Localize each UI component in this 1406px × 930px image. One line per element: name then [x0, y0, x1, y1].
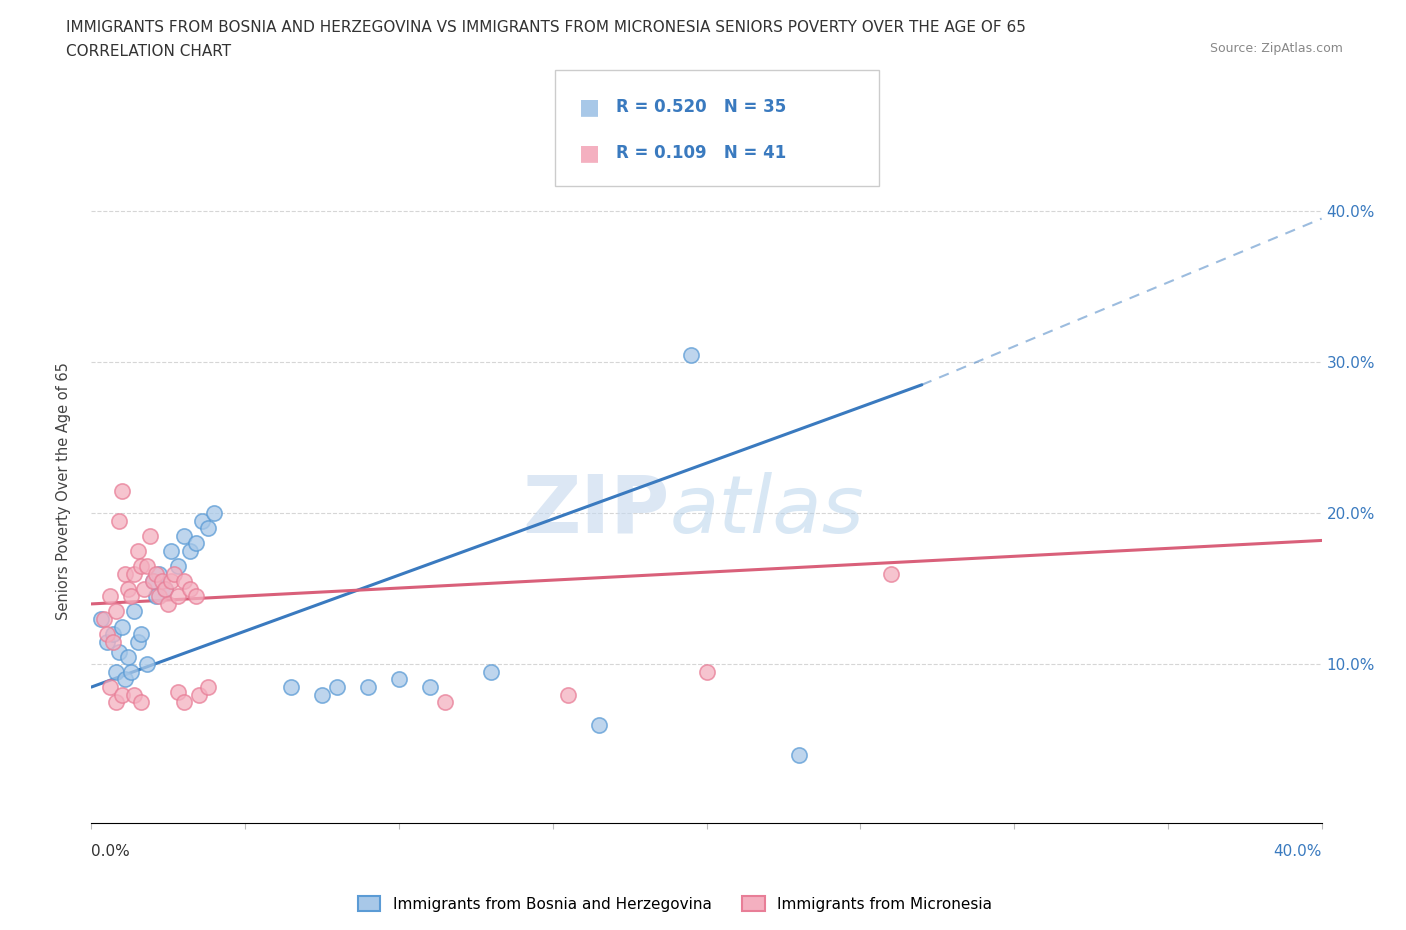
Point [98, 589, 121, 604]
Point [357, 680, 380, 695]
Point [787, 748, 810, 763]
Point [280, 680, 302, 695]
Point [105, 665, 127, 680]
Point [111, 484, 134, 498]
Point [127, 634, 149, 649]
Point [108, 513, 131, 528]
Point [117, 649, 139, 664]
Legend: Immigrants from Bosnia and Herzegovina, Immigrants from Micronesia: Immigrants from Bosnia and Herzegovina, … [352, 889, 998, 918]
Point [166, 684, 188, 699]
Point [96, 634, 118, 649]
Point [166, 589, 188, 604]
Point [434, 695, 457, 710]
Point [160, 543, 183, 558]
Point [120, 665, 142, 680]
Point [157, 596, 180, 611]
Point [173, 574, 195, 589]
Point [124, 687, 146, 702]
Point [101, 627, 124, 642]
Point [96, 627, 118, 642]
Point [479, 665, 502, 680]
Point [135, 559, 157, 574]
Point [101, 634, 124, 649]
Point [142, 574, 165, 589]
Text: atlas: atlas [669, 472, 865, 550]
Point [145, 566, 167, 581]
Point [132, 581, 155, 596]
Point [179, 543, 201, 558]
Point [124, 604, 146, 619]
Point [114, 672, 136, 687]
Point [388, 672, 411, 687]
Text: R = 0.109   N = 41: R = 0.109 N = 41 [616, 144, 786, 163]
Point [160, 574, 183, 589]
Point [145, 589, 167, 604]
Point [153, 581, 177, 596]
Point [105, 695, 127, 710]
Text: ■: ■ [579, 143, 600, 164]
Point [173, 528, 195, 543]
Point [93, 612, 115, 627]
Point [129, 695, 152, 710]
Point [129, 559, 152, 574]
Point [150, 574, 173, 589]
Point [311, 687, 333, 702]
Point [184, 536, 207, 551]
Point [111, 687, 134, 702]
Point [105, 604, 127, 619]
Point [148, 566, 170, 581]
Point [117, 581, 139, 596]
Text: 0.0%: 0.0% [91, 844, 131, 859]
Text: Source: ZipAtlas.com: Source: ZipAtlas.com [1209, 42, 1343, 55]
Y-axis label: Seniors Poverty Over the Age of 65: Seniors Poverty Over the Age of 65 [56, 362, 70, 619]
Text: ZIP: ZIP [523, 472, 669, 550]
Point [681, 347, 703, 362]
Point [108, 644, 131, 659]
Point [148, 589, 170, 604]
Text: 40.0%: 40.0% [1274, 844, 1322, 859]
Text: R = 0.520   N = 35: R = 0.520 N = 35 [616, 98, 786, 116]
Point [557, 687, 579, 702]
Point [111, 619, 134, 634]
Point [191, 513, 214, 528]
Point [127, 543, 149, 558]
Point [197, 521, 219, 536]
Point [202, 506, 225, 521]
Text: CORRELATION CHART: CORRELATION CHART [66, 44, 231, 59]
Point [173, 695, 195, 710]
Point [188, 687, 211, 702]
Point [179, 581, 201, 596]
Point [135, 657, 157, 671]
Text: ■: ■ [579, 97, 600, 117]
Text: IMMIGRANTS FROM BOSNIA AND HERZEGOVINA VS IMMIGRANTS FROM MICRONESIA SENIORS POV: IMMIGRANTS FROM BOSNIA AND HERZEGOVINA V… [66, 20, 1026, 35]
Point [114, 566, 136, 581]
Point [197, 680, 219, 695]
Point [98, 680, 121, 695]
Point [326, 680, 349, 695]
Point [139, 528, 162, 543]
Point [124, 566, 146, 581]
Point [184, 589, 207, 604]
Point [419, 680, 441, 695]
Point [129, 627, 152, 642]
Point [90, 612, 112, 627]
Point [588, 717, 610, 732]
Point [142, 574, 165, 589]
Point [163, 566, 186, 581]
Point [880, 566, 903, 581]
Point [120, 589, 142, 604]
Point [166, 559, 188, 574]
Point [153, 581, 177, 596]
Point [696, 665, 718, 680]
